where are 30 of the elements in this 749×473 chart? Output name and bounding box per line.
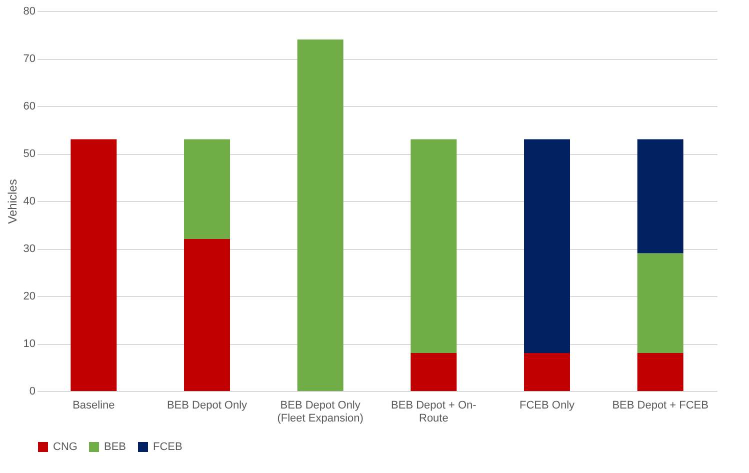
y-tick-label: 80 [23, 6, 36, 18]
legend-label: FCEB [153, 441, 182, 453]
x-tick-label: BEB Depot Only [166, 400, 248, 412]
legend-label: BEB [104, 441, 126, 453]
bar [70, 139, 117, 391]
y-tick-label: 40 [23, 196, 36, 208]
bar [637, 139, 684, 254]
bar [637, 253, 684, 353]
y-tick-label: 70 [23, 53, 36, 65]
bar [524, 353, 570, 391]
bar [524, 139, 570, 353]
y-tick-label: 10 [23, 338, 36, 350]
bar [184, 139, 230, 239]
x-tick-label: FCEB Only [519, 400, 576, 412]
bar [410, 139, 457, 353]
bar [410, 353, 457, 391]
bar [637, 353, 684, 391]
y-tick-label: 30 [23, 243, 36, 255]
x-tick-label: BEB Depot + FCEB [612, 400, 708, 412]
y-axis-title: Vehicles [5, 179, 20, 224]
x-tick-label: BEB Depot + On-Route [391, 400, 477, 424]
bar [297, 40, 344, 391]
legend-label: CNG [53, 441, 78, 453]
x-tick-label: Baseline [72, 400, 115, 412]
y-tick-label: 20 [23, 290, 36, 302]
bar [184, 239, 230, 391]
y-tick-label: 50 [23, 148, 36, 160]
y-tick-label: 0 [29, 386, 36, 398]
y-tick-label: 60 [23, 100, 36, 112]
x-tick-label: BEB Depot Only (Fleet Expansion) [277, 400, 364, 424]
